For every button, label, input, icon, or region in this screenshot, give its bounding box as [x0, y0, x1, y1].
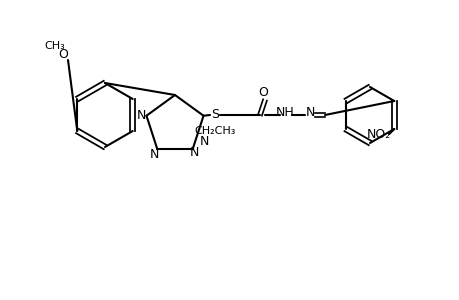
- Text: O: O: [257, 86, 267, 100]
- Text: N: N: [190, 146, 199, 159]
- Text: NO₂: NO₂: [366, 128, 391, 140]
- Text: N: N: [136, 109, 146, 122]
- Text: S: S: [211, 109, 218, 122]
- Text: CH₃: CH₃: [45, 41, 65, 51]
- Text: O: O: [58, 49, 68, 62]
- Text: CH₂CH₃: CH₂CH₃: [194, 126, 235, 136]
- Text: N: N: [305, 106, 314, 118]
- Text: NH: NH: [275, 106, 294, 118]
- Text: N: N: [149, 148, 159, 161]
- Text: N: N: [200, 135, 209, 148]
